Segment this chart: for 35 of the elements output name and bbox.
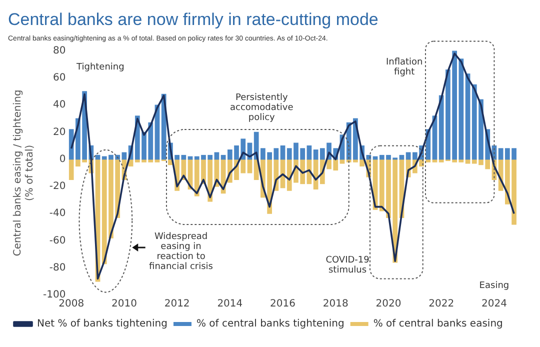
y-tick-label: 20	[52, 126, 66, 138]
y-tick-label: 40	[52, 100, 66, 111]
bar	[280, 145, 286, 160]
annotation: Inflation fight	[386, 57, 423, 78]
annotation: COVID-19 stimulus	[326, 255, 370, 276]
y-tick-label: 80	[52, 45, 66, 56]
bar	[306, 145, 312, 160]
y-tick-label: -60	[49, 235, 66, 246]
y-tick-label: -80	[49, 262, 66, 274]
y-tick-label: -20	[49, 181, 66, 192]
x-tick-label: 2014	[217, 298, 243, 310]
legend-label: % of central banks easing	[373, 318, 503, 330]
annotation: Tightening	[75, 62, 124, 72]
bar	[313, 150, 318, 160]
y-tick-label: -40	[49, 208, 66, 220]
x-tick-label: 2012	[164, 298, 190, 310]
x-tick-label: 2018	[322, 298, 348, 310]
x-tick-label: 2022	[428, 298, 454, 310]
legend-label: % of central banks tightening	[196, 318, 344, 330]
annotation: Easing	[479, 280, 510, 291]
legend-label: Net % of banks tightening	[37, 318, 168, 330]
x-tick-label: 2016	[270, 298, 296, 310]
annotation: Widespread easing in reaction to financial crisis	[149, 232, 214, 272]
y-axis-title: Central banks easing / tightening (% of total)	[12, 90, 36, 256]
x-tick-label: 2010	[111, 298, 137, 310]
chart-title: Central banks are now firmly in rate-cutting mode	[8, 10, 378, 29]
x-tick-label: 2008	[58, 298, 84, 310]
bar	[122, 152, 127, 160]
bar	[214, 152, 220, 160]
annotation: Persistently accomodative policy	[230, 93, 294, 124]
bar	[406, 152, 411, 160]
x-tick-label: 2024	[481, 298, 507, 310]
x-tick-label: 2020	[376, 298, 402, 310]
y-tick-label: 60	[52, 72, 66, 84]
y-tick-label: 0	[59, 154, 66, 165]
